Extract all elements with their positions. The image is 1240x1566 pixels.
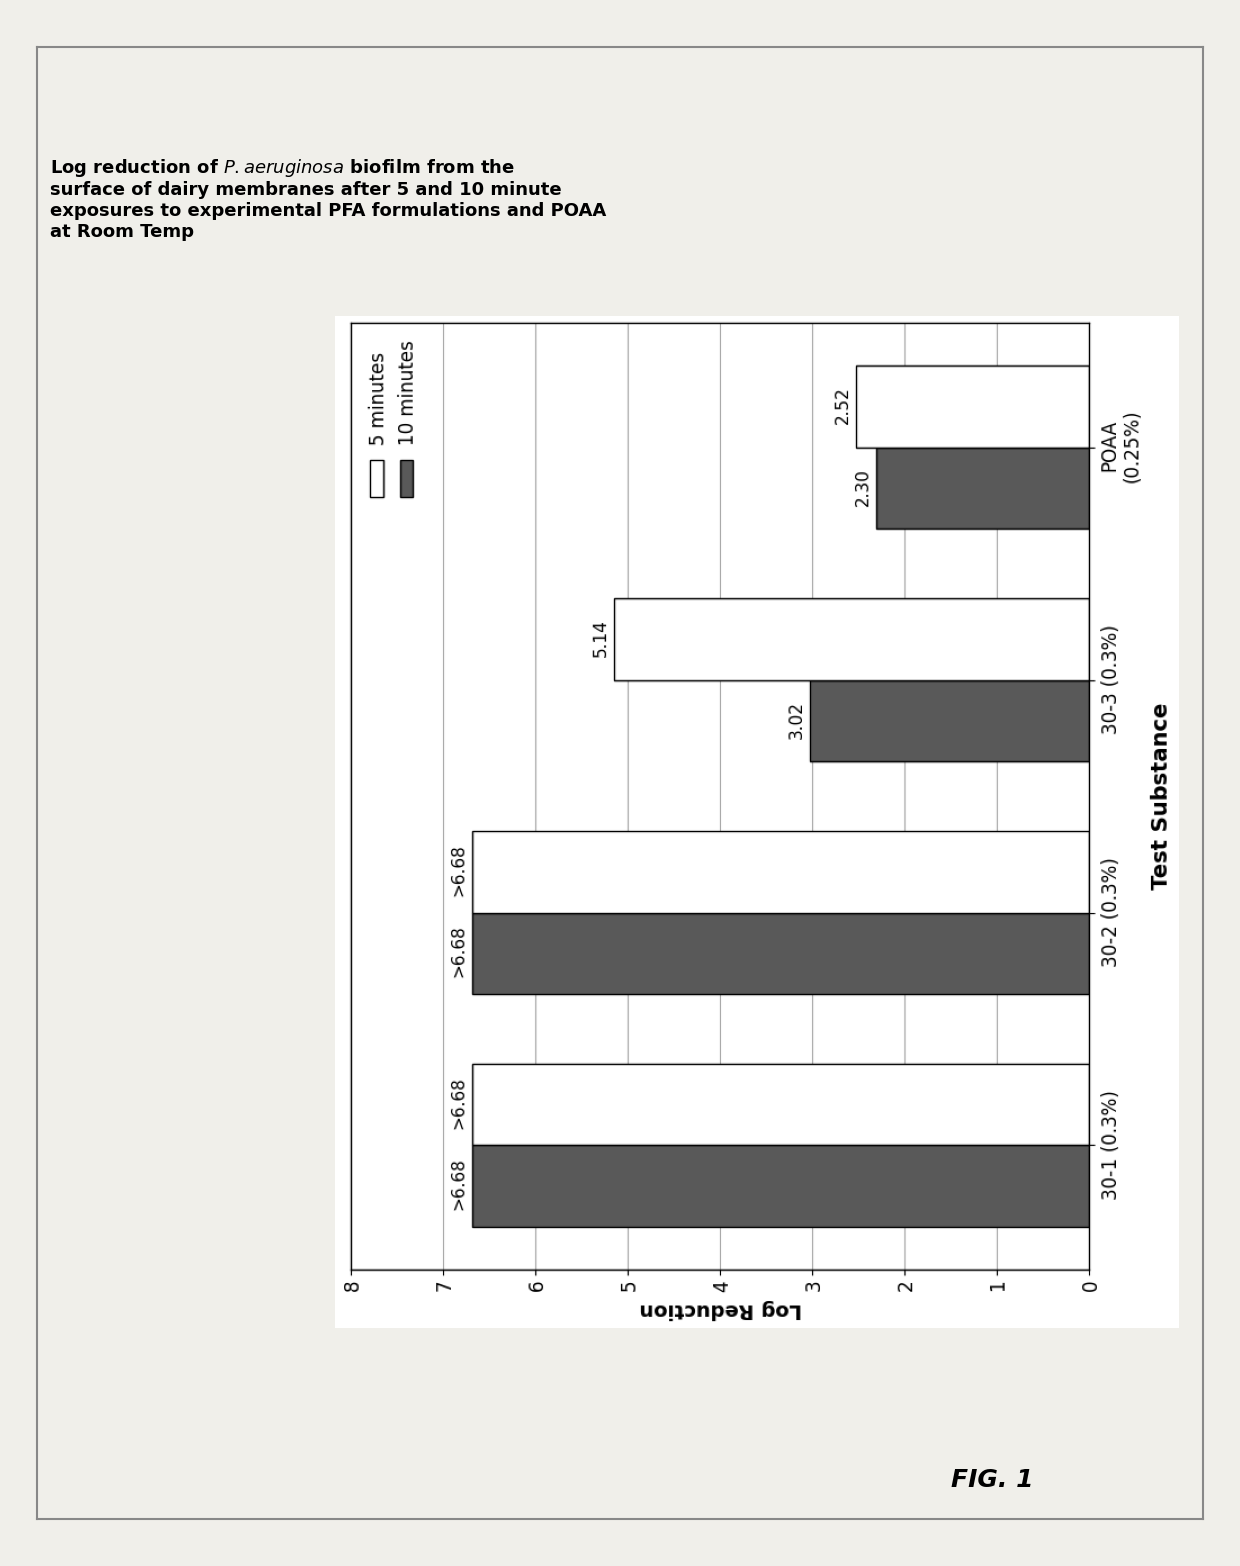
Text: Log reduction of $\it{P. aeruginosa}$ biofilm from the
surface of dairy membrane: Log reduction of $\it{P. aeruginosa}$ bi… [50, 157, 606, 241]
Text: FIG. 1: FIG. 1 [951, 1467, 1033, 1492]
